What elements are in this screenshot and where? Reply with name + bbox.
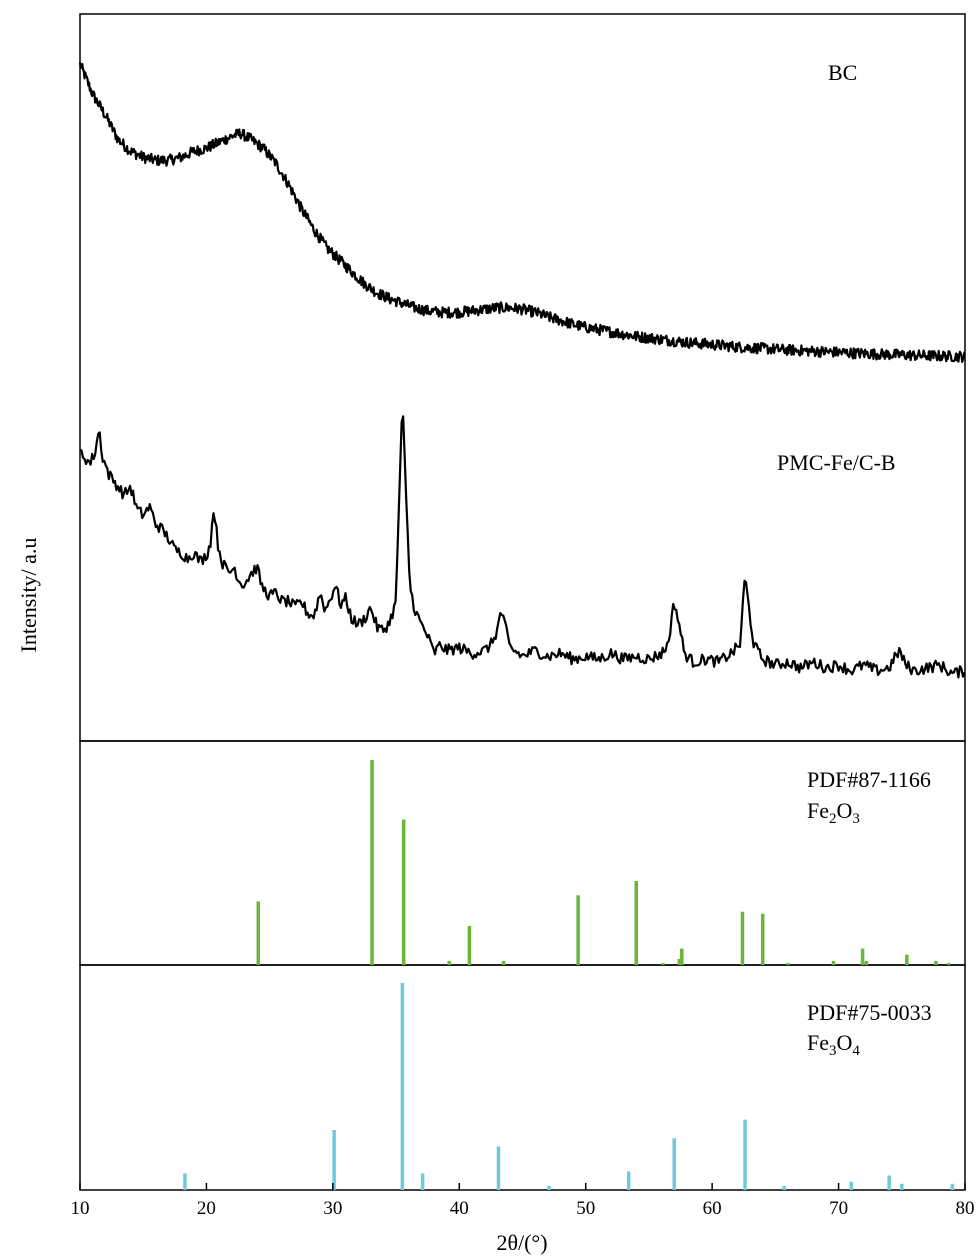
x-tick-label: 40	[450, 1198, 469, 1219]
y-axis-title: Intensity/ a.u	[16, 538, 41, 653]
fe3o4-formula-part2: O	[837, 1030, 853, 1055]
x-tick-label: 50	[576, 1198, 595, 1219]
xrd-trace	[79, 415, 966, 679]
xrd-pattern-panel	[79, 13, 966, 742]
x-tick-label: 20	[197, 1198, 216, 1219]
xrd-trace	[78, 62, 966, 363]
x-tick-label: 70	[829, 1198, 848, 1219]
fe3o4-reference-panel	[79, 964, 966, 1191]
fe3o4-formula-sub2: 4	[852, 1043, 860, 1059]
x-tick-label: 80	[956, 1198, 975, 1219]
x-axis: 10 20 30 40 50 60 70 80	[71, 1183, 975, 1219]
x-tick-label: 60	[703, 1198, 722, 1219]
fe2o3-pdf-label: PDF#87-1166	[807, 767, 931, 792]
fe2o3-formula-sub2: 3	[852, 811, 860, 827]
fe3o4-formula-sub1: 3	[829, 1043, 837, 1059]
fe3o4-pdf-label: PDF#75-0033	[807, 1000, 932, 1025]
fe3o4-peaks	[183, 983, 955, 1190]
pmc-label: PMC-Fe/C-B	[777, 450, 896, 475]
xrd-traces	[78, 62, 966, 679]
x-tick-label: 10	[71, 1198, 90, 1219]
fe3o4-formula-part1: Fe	[807, 1030, 829, 1055]
x-tick-label: 30	[323, 1198, 342, 1219]
fe2o3-peaks	[256, 760, 951, 965]
fe2o3-formula-part1: Fe	[807, 798, 829, 823]
fe3o4-formula-label: Fe3O4	[807, 1030, 860, 1059]
x-axis-title: 2θ/(°)	[496, 1230, 547, 1255]
fe2o3-formula-sub1: 2	[829, 811, 837, 827]
bc-label: BC	[828, 60, 857, 85]
fe2o3-formula-label: Fe2O3	[807, 798, 860, 827]
fe2o3-formula-part2: O	[837, 798, 853, 823]
